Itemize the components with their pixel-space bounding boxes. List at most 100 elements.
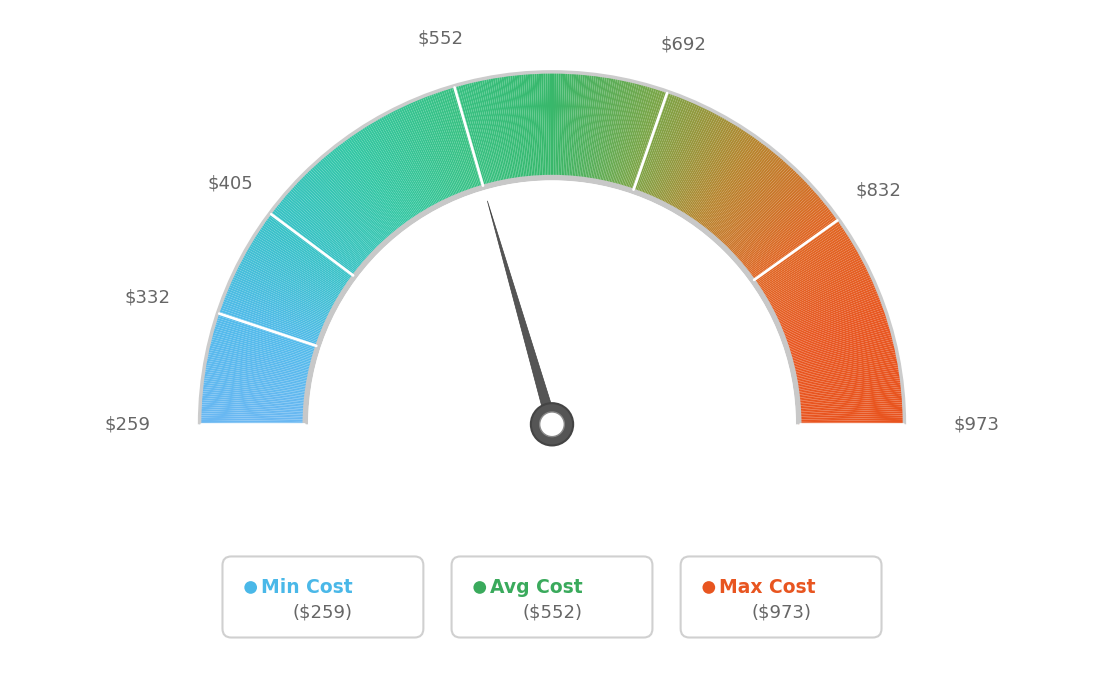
Wedge shape — [633, 91, 669, 192]
Wedge shape — [426, 95, 466, 194]
Text: $332: $332 — [125, 288, 171, 306]
Wedge shape — [200, 402, 306, 411]
Wedge shape — [691, 132, 752, 221]
Wedge shape — [484, 78, 506, 182]
Wedge shape — [650, 101, 694, 199]
Wedge shape — [501, 75, 518, 180]
Wedge shape — [798, 402, 904, 411]
Wedge shape — [219, 307, 319, 344]
Wedge shape — [275, 205, 359, 272]
Text: $973: $973 — [954, 415, 1000, 433]
Wedge shape — [373, 120, 427, 212]
Wedge shape — [618, 85, 648, 187]
Wedge shape — [392, 109, 442, 204]
Wedge shape — [229, 282, 326, 326]
Wedge shape — [701, 143, 766, 228]
Wedge shape — [658, 106, 707, 202]
Wedge shape — [714, 159, 785, 239]
Wedge shape — [200, 417, 306, 421]
Wedge shape — [532, 72, 540, 178]
Wedge shape — [418, 97, 459, 196]
Wedge shape — [571, 73, 581, 179]
Wedge shape — [477, 79, 501, 184]
Wedge shape — [503, 75, 520, 180]
Wedge shape — [259, 226, 348, 287]
Wedge shape — [473, 80, 498, 184]
Wedge shape — [703, 146, 769, 230]
Wedge shape — [747, 210, 834, 275]
Wedge shape — [698, 141, 763, 226]
Wedge shape — [354, 132, 415, 220]
Wedge shape — [279, 199, 362, 268]
Wedge shape — [794, 358, 899, 380]
Wedge shape — [212, 331, 315, 360]
Wedge shape — [479, 79, 502, 183]
Wedge shape — [541, 72, 545, 178]
Wedge shape — [792, 341, 895, 368]
Wedge shape — [768, 255, 862, 307]
Wedge shape — [215, 317, 317, 351]
Wedge shape — [740, 196, 822, 266]
Wedge shape — [347, 137, 410, 224]
Wedge shape — [651, 101, 696, 199]
Wedge shape — [226, 288, 325, 331]
Wedge shape — [258, 228, 347, 288]
Wedge shape — [678, 121, 733, 213]
Wedge shape — [602, 79, 625, 183]
Wedge shape — [220, 305, 320, 342]
Wedge shape — [416, 98, 458, 197]
Wedge shape — [314, 163, 386, 242]
Wedge shape — [210, 337, 314, 364]
Wedge shape — [669, 115, 722, 208]
Wedge shape — [608, 81, 635, 185]
Wedge shape — [250, 241, 341, 297]
Wedge shape — [737, 191, 818, 262]
Wedge shape — [408, 101, 453, 199]
Wedge shape — [786, 313, 888, 348]
Wedge shape — [775, 273, 871, 319]
Wedge shape — [209, 341, 312, 368]
Wedge shape — [454, 86, 485, 188]
Wedge shape — [200, 411, 306, 417]
Wedge shape — [266, 217, 352, 281]
Wedge shape — [295, 181, 373, 255]
Wedge shape — [798, 420, 904, 423]
Wedge shape — [440, 89, 476, 190]
Wedge shape — [431, 92, 468, 193]
Wedge shape — [202, 380, 307, 395]
Wedge shape — [619, 86, 650, 188]
Wedge shape — [787, 315, 888, 350]
Wedge shape — [711, 154, 781, 236]
Wedge shape — [567, 72, 576, 178]
Wedge shape — [449, 86, 481, 188]
Wedge shape — [276, 203, 360, 270]
Wedge shape — [534, 72, 541, 178]
Wedge shape — [771, 260, 866, 311]
Wedge shape — [437, 90, 473, 191]
Wedge shape — [765, 247, 858, 302]
Wedge shape — [662, 109, 712, 204]
Wedge shape — [572, 73, 583, 179]
Wedge shape — [206, 352, 310, 375]
Wedge shape — [312, 164, 385, 244]
Wedge shape — [700, 142, 764, 228]
Wedge shape — [203, 371, 308, 388]
Wedge shape — [785, 309, 885, 345]
Wedge shape — [264, 219, 351, 282]
Wedge shape — [256, 232, 346, 290]
Wedge shape — [778, 284, 877, 328]
Wedge shape — [216, 315, 317, 350]
Wedge shape — [590, 76, 607, 181]
FancyBboxPatch shape — [681, 556, 881, 638]
Wedge shape — [592, 77, 612, 181]
Wedge shape — [289, 188, 369, 260]
Wedge shape — [247, 245, 340, 300]
Wedge shape — [728, 177, 805, 252]
Wedge shape — [623, 86, 655, 188]
Wedge shape — [201, 391, 307, 403]
Wedge shape — [796, 373, 901, 391]
Wedge shape — [326, 152, 395, 235]
Wedge shape — [201, 395, 306, 406]
Wedge shape — [308, 169, 382, 246]
Wedge shape — [428, 93, 467, 193]
